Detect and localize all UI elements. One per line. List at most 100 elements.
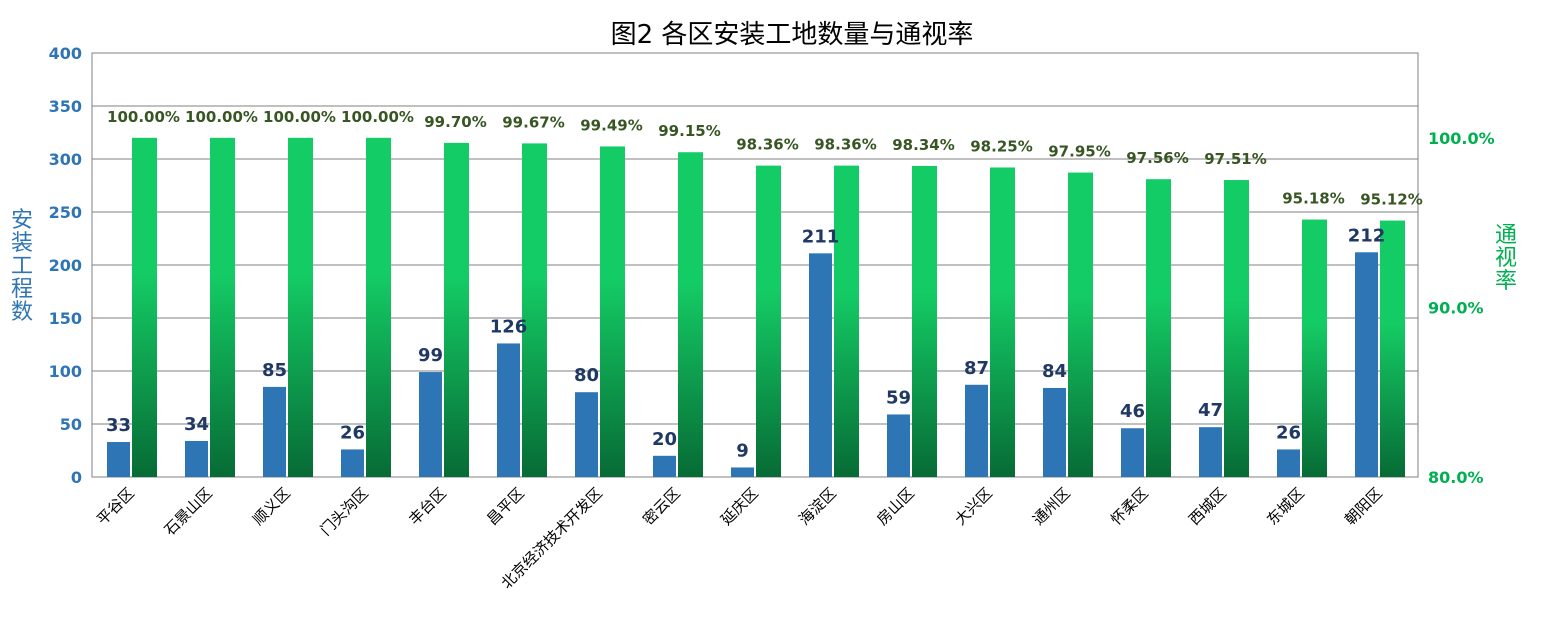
data-label-rate: 98.36% <box>814 136 876 154</box>
data-label-count: 85 <box>262 360 287 381</box>
data-label-count: 80 <box>574 365 599 386</box>
bar-count <box>887 414 910 477</box>
bar-count <box>653 455 676 477</box>
data-label-rate: 98.36% <box>736 136 798 154</box>
x-tick-label: 顺义区 <box>249 484 294 529</box>
data-label-rate: 97.51% <box>1204 150 1266 168</box>
data-label-count: 212 <box>1348 225 1386 246</box>
y-axis-label-left-char: 数 <box>11 300 33 325</box>
y-tick-left: 150 <box>49 309 82 328</box>
data-label-rate: 97.95% <box>1048 143 1110 161</box>
y-axis-label-right: 通视率 <box>1495 223 1517 294</box>
bar-count <box>1199 427 1222 477</box>
x-tick-label: 延庆区 <box>717 484 762 529</box>
bar-rate <box>600 146 625 478</box>
data-label-rate: 99.49% <box>580 116 642 134</box>
data-label-rate: 100.00% <box>107 108 180 126</box>
bar-count <box>965 384 988 477</box>
y-tick-left: 250 <box>49 203 82 222</box>
data-label-rate: 100.00% <box>341 108 414 126</box>
data-label-count: 26 <box>340 422 365 443</box>
bar-rate <box>444 142 469 477</box>
data-label-rate: 95.12% <box>1360 191 1422 209</box>
bar-count <box>731 467 754 477</box>
y-tick-left: 400 <box>49 44 82 63</box>
bar-count <box>1043 387 1066 477</box>
data-label-rate: 100.00% <box>263 108 336 126</box>
y-axis-label-right-char: 视 <box>1495 246 1517 271</box>
x-tick-label: 房山区 <box>873 484 918 529</box>
data-label-count: 87 <box>964 358 989 379</box>
data-label-rate: 99.70% <box>424 113 486 131</box>
data-label-rate: 99.15% <box>658 122 720 140</box>
y-tick-right: 80.0% <box>1428 468 1484 487</box>
x-tick-label: 平谷区 <box>93 484 138 529</box>
data-label-count: 46 <box>1120 401 1145 422</box>
x-tick-label: 石景山区 <box>161 484 216 539</box>
y-tick-left: 200 <box>49 256 82 275</box>
data-label-rate: 98.25% <box>970 137 1032 155</box>
bar-rate <box>1302 219 1327 478</box>
x-tick-label: 东城区 <box>1263 484 1308 529</box>
y-tick-right: 100.0% <box>1428 129 1495 148</box>
bars <box>107 137 1405 478</box>
bar-rate <box>1380 220 1405 477</box>
x-tick-label: 门头沟区 <box>317 484 372 539</box>
data-label-count: 9 <box>736 440 749 461</box>
data-label-count: 84 <box>1042 361 1067 382</box>
bar-count <box>1121 428 1144 477</box>
bar-rate <box>1224 180 1249 477</box>
y-axis-label-left-char: 装 <box>11 231 33 256</box>
data-label-rate: 98.34% <box>892 136 954 154</box>
bar-count <box>107 442 130 477</box>
bar-rate <box>1146 179 1171 477</box>
data-label-count: 33 <box>106 415 131 436</box>
data-label-count: 20 <box>652 429 677 450</box>
data-label-count: 126 <box>490 316 528 337</box>
x-tick-label: 通州区 <box>1029 484 1074 529</box>
plot-frame <box>91 52 1419 478</box>
bar-count <box>1277 449 1300 477</box>
data-label-rate: 95.18% <box>1282 190 1344 208</box>
data-label-rate: 100.00% <box>185 108 258 126</box>
x-tick-label: 丰台区 <box>405 484 450 529</box>
bar-rate <box>756 165 781 478</box>
chart-title: 图2 各区安装工地数量与通视率 <box>611 20 974 50</box>
y-tick-left: 100 <box>49 362 82 381</box>
y-axis-label-right-char: 通 <box>1495 223 1517 248</box>
bar-count <box>809 253 832 477</box>
y-tick-right: 90.0% <box>1428 298 1484 317</box>
bar-rate <box>834 165 859 478</box>
bar-rate <box>1068 172 1093 477</box>
bar-count <box>575 392 598 477</box>
bar-rate <box>912 165 937 477</box>
data-label-count: 34 <box>184 414 209 435</box>
bar-rate <box>366 137 391 478</box>
x-tick-label: 昌平区 <box>483 484 528 529</box>
x-tick-label: 朝阳区 <box>1341 484 1386 529</box>
x-tick-label: 海淀区 <box>795 484 840 529</box>
x-tick-label: 怀柔区 <box>1107 484 1152 529</box>
bar-rate <box>678 152 703 477</box>
x-tick-label: 大兴区 <box>951 484 996 529</box>
x-tick-label: 密云区 <box>639 484 684 529</box>
data-labels: 33100.00%34100.00%85100.00%26100.00%9999… <box>106 108 1423 462</box>
y-axis-label-left-char: 安 <box>11 208 33 233</box>
bar-count <box>1355 252 1378 477</box>
y-tick-left: 300 <box>49 150 82 169</box>
data-label-count: 59 <box>886 387 911 408</box>
bar-count <box>185 440 208 477</box>
bar-count <box>497 343 520 477</box>
bar-rate <box>522 143 547 478</box>
data-label-count: 47 <box>1198 400 1223 421</box>
bar-count <box>419 372 442 477</box>
bar-rate <box>132 137 157 478</box>
bar-count <box>341 449 364 477</box>
y-tick-left: 350 <box>49 97 82 116</box>
data-label-count: 26 <box>1276 422 1301 443</box>
data-label-count: 99 <box>418 345 443 366</box>
bar-rate <box>990 167 1015 478</box>
data-label-rate: 97.56% <box>1126 149 1188 167</box>
data-label-count: 211 <box>802 226 840 247</box>
